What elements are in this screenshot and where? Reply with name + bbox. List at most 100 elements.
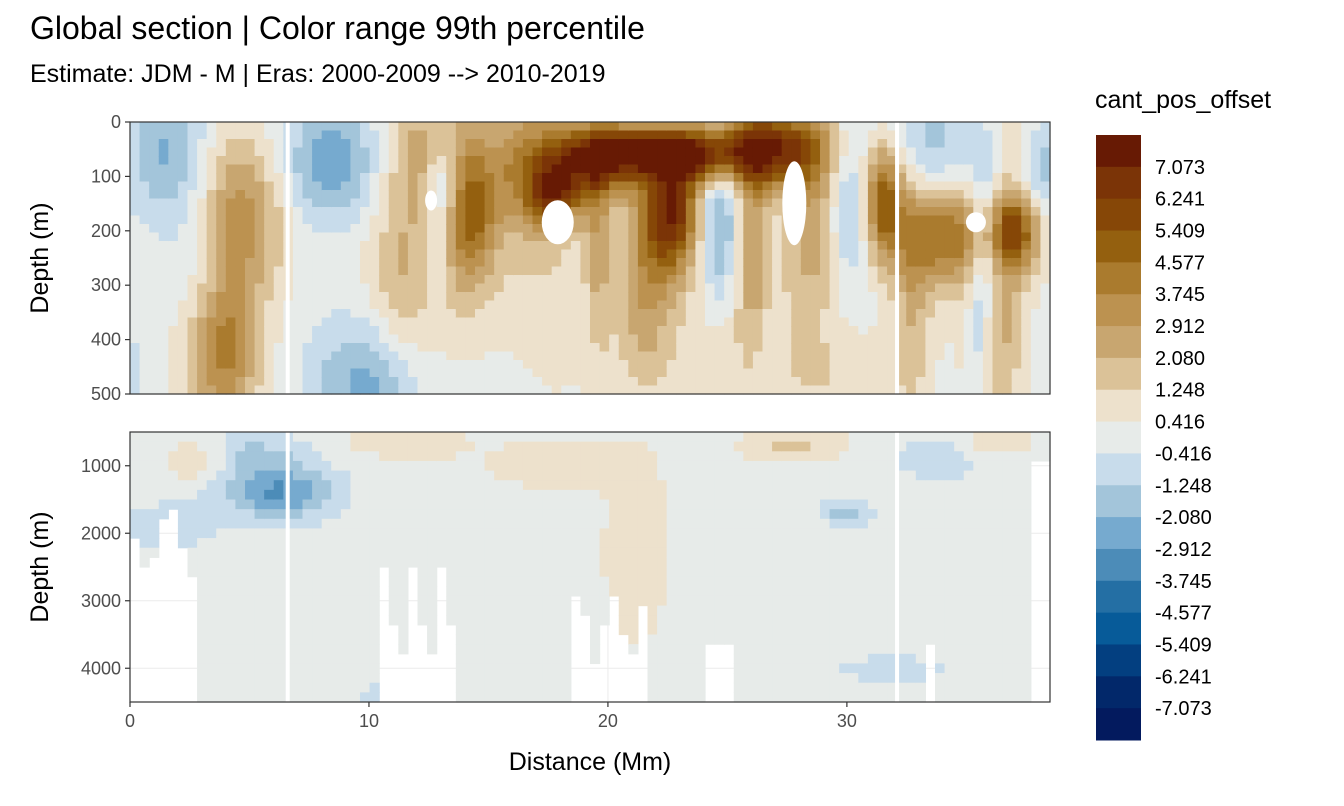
heat-cell	[829, 368, 840, 378]
heat-cell	[810, 130, 821, 140]
heat-cell	[877, 360, 888, 370]
heat-cell	[724, 385, 735, 395]
heat-cell	[915, 215, 927, 225]
heat-cell	[666, 385, 677, 395]
heat-cell	[216, 258, 227, 268]
heat-cell	[407, 130, 419, 140]
heat-cell	[609, 432, 620, 443]
heat-cell	[676, 528, 687, 539]
heat-cell	[225, 528, 237, 539]
heat-cell	[427, 605, 438, 616]
heat-cell	[446, 360, 457, 370]
heat-cell	[197, 509, 208, 520]
heat-cell	[235, 215, 246, 225]
heat-cell	[915, 181, 927, 191]
heat-cell	[446, 595, 457, 607]
heat-cell	[264, 567, 275, 578]
heat-cell	[197, 538, 208, 549]
heat-cell	[858, 249, 869, 259]
heat-cell	[235, 275, 246, 285]
heat-cell	[772, 173, 783, 183]
heat-cell	[628, 122, 639, 132]
heat-cell	[676, 547, 687, 558]
heat-cell	[455, 139, 467, 149]
heat-cell	[935, 385, 946, 395]
heat-cell	[772, 198, 783, 208]
heat-cell	[858, 164, 869, 174]
heat-cell	[752, 300, 764, 310]
heat-cell	[829, 499, 840, 510]
heat-cell	[292, 292, 304, 302]
heat-cell	[762, 451, 773, 462]
heat-cell	[254, 147, 265, 157]
heat-cell	[800, 241, 812, 251]
heat-cell	[321, 241, 332, 251]
heat-cell	[666, 326, 677, 336]
heat-cell	[695, 241, 706, 251]
heat-cell	[618, 351, 629, 361]
heat-cell	[1030, 300, 1042, 310]
heat-cell	[532, 663, 543, 674]
heat-cell	[197, 653, 208, 665]
heat-cell	[705, 258, 716, 268]
heat-cell	[887, 351, 898, 361]
heat-cell	[551, 673, 562, 684]
heat-cell	[522, 644, 534, 655]
heat-cell	[388, 538, 399, 549]
heat-cell	[570, 275, 582, 285]
heat-cell	[954, 300, 965, 310]
heat-cell	[264, 173, 275, 183]
heat-cell	[321, 266, 332, 276]
heat-cell	[436, 460, 447, 472]
heat-cell	[829, 624, 840, 636]
heat-cell	[254, 509, 265, 520]
heat-cell	[369, 528, 380, 539]
heat-cell	[254, 432, 265, 443]
heat-cell	[513, 624, 524, 636]
heat-cell	[177, 309, 189, 319]
heat-cell	[609, 547, 620, 558]
heat-cell	[628, 518, 639, 530]
heat-cell	[388, 528, 399, 539]
heat-cell	[590, 528, 601, 539]
heat-cell	[705, 207, 716, 217]
heat-cell	[858, 360, 869, 370]
heat-cell	[906, 181, 917, 191]
heat-cell	[752, 547, 764, 558]
heat-cell	[446, 489, 457, 501]
heat-cell	[590, 547, 601, 558]
heat-cell	[312, 377, 323, 387]
heat-cell	[599, 451, 610, 462]
heat-cell	[312, 300, 323, 310]
heat-cell	[245, 351, 256, 361]
heat-cell	[810, 334, 821, 344]
heat-cell	[475, 334, 486, 344]
heat-cell	[618, 557, 629, 568]
heat-cell	[465, 198, 476, 208]
heat-cell	[264, 258, 275, 268]
heat-cell	[935, 309, 946, 319]
heat-cell	[676, 266, 687, 276]
heat-cell	[695, 605, 706, 616]
heat-cell	[206, 232, 217, 242]
heat-cell	[235, 470, 246, 481]
heat-cell	[302, 673, 313, 684]
heat-cell	[292, 663, 304, 674]
heat-cell	[321, 653, 332, 665]
heat-cell	[245, 190, 256, 200]
heat-cell	[657, 309, 668, 319]
heat-cell	[637, 215, 649, 225]
heat-cell	[810, 266, 821, 276]
heat-cell	[417, 326, 428, 336]
heat-cell	[820, 528, 831, 539]
heat-cell	[197, 334, 208, 344]
heat-cell	[551, 181, 562, 191]
heat-cell	[609, 309, 620, 319]
heat-cell	[944, 224, 955, 234]
heat-cell	[1040, 368, 1051, 378]
heat-cell	[532, 377, 543, 387]
heat-cell	[676, 224, 687, 234]
heat-cell	[475, 360, 486, 370]
heat-cell	[235, 122, 246, 132]
heat-cell	[685, 567, 697, 578]
